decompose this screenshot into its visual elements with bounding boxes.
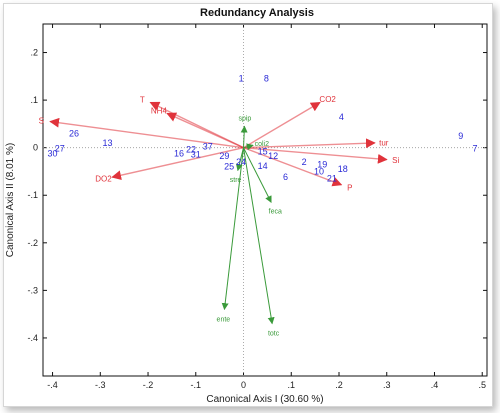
env-vector-si [243, 146, 388, 164]
x-tick-label: -.3 [95, 380, 106, 390]
x-tick-label: -.1 [191, 380, 202, 390]
env-vector-label: DO2 [95, 175, 112, 184]
site-point: 8 [264, 74, 269, 84]
site-point: 29 [219, 151, 229, 161]
site-point: 30 [48, 148, 58, 158]
x-tick-label: 0 [241, 380, 246, 390]
site-point: 37 [203, 142, 213, 152]
x-tick-label: .3 [383, 380, 391, 390]
site-point: 10 [314, 166, 324, 176]
y-tick-label: -.3 [27, 285, 38, 295]
env-vector-p [243, 147, 343, 187]
env-vector-label: T [140, 95, 145, 104]
env-vector-tur [243, 138, 376, 149]
species-vector-feca [243, 147, 272, 204]
site-point: 14 [258, 161, 268, 171]
species-vector-label: totc [268, 331, 280, 338]
x-tick-label: .5 [478, 380, 486, 390]
site-point: 4 [339, 112, 344, 122]
site-point: 13 [102, 138, 112, 148]
site-point: 27 [55, 144, 65, 154]
site-point: 12 [268, 151, 278, 161]
site-point: 6 [283, 172, 288, 182]
species-vector-label: coli2 [255, 141, 270, 148]
site-point: 7 [473, 144, 478, 154]
env-vector-nh4 [166, 112, 244, 149]
site-point: 21 [327, 174, 337, 184]
env-vector-label: tur [379, 139, 389, 148]
species-vector-label: ente [217, 316, 231, 323]
x-tick-label: .4 [431, 380, 439, 390]
x-tick-label: -.2 [143, 380, 154, 390]
env-vector-co2 [243, 101, 321, 149]
x-tick-label: -.4 [47, 380, 58, 390]
env-vector-label: CO2 [319, 95, 336, 104]
y-axis-label: Canonical Axis II (8.01 %) [5, 143, 16, 258]
site-point: 1 [239, 74, 244, 84]
site-point: 22 [186, 145, 196, 155]
site-point: 15 [258, 146, 268, 156]
site-point: 2 [302, 157, 307, 167]
y-tick-label: -.2 [27, 238, 38, 248]
y-tick-label: -.1 [27, 190, 38, 200]
env-vector-do2 [111, 146, 244, 181]
site-point: 9 [458, 131, 463, 141]
site-point: 18 [338, 164, 348, 174]
species-vector-label: spip [238, 115, 251, 122]
y-tick-label: .2 [30, 48, 38, 58]
env-vector-label: P [347, 183, 352, 192]
species-vector-spip [240, 125, 248, 148]
plot-area [42, 23, 488, 377]
x-tick-label: .1 [288, 380, 296, 390]
env-vector-s [49, 117, 244, 149]
species-vector-label: feca [269, 208, 282, 215]
species-vector-label: stre [230, 177, 242, 184]
species-vector-ente [221, 147, 245, 311]
env-vector-label: S [39, 117, 44, 126]
species-vector-totc [243, 147, 275, 325]
env-vector-label: Si [392, 156, 399, 165]
species-vector-stre [235, 147, 245, 172]
site-point: 19 [317, 159, 327, 169]
y-tick-label: -.4 [27, 333, 38, 343]
env-vector-label: NH4 [151, 107, 168, 116]
x-tick-label: .2 [335, 380, 343, 390]
y-tick-label: 0 [33, 143, 38, 153]
site-point: 26 [69, 128, 79, 138]
y-tick-label: .1 [30, 95, 38, 105]
x-axis-label: Canonical Axis I (30.60 %) [206, 394, 323, 405]
chart-title: Redundancy Analysis [200, 7, 314, 19]
site-point: 31 [191, 149, 201, 159]
site-point: 16 [174, 148, 184, 158]
site-point: 25 [224, 162, 234, 172]
species-vector-coli2 [243, 143, 254, 151]
site-point: 24 [236, 157, 246, 167]
